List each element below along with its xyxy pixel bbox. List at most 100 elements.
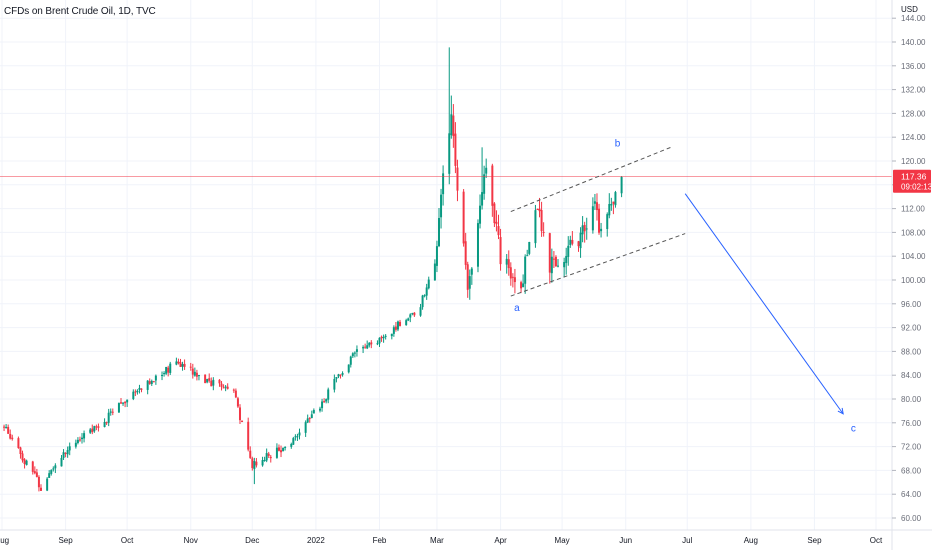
candle-body	[261, 460, 264, 466]
candle-body	[411, 313, 414, 315]
candle-body	[548, 233, 551, 273]
candle-body	[493, 203, 496, 224]
candle-body	[569, 239, 572, 246]
candle-body	[579, 232, 582, 249]
candle-body	[382, 336, 385, 339]
candle-body	[310, 414, 313, 418]
wave-label-b: b	[615, 139, 621, 150]
chart-title: CFDs on Brent Crude Oil, 1D, TVC	[4, 6, 156, 17]
candle-body	[306, 418, 309, 423]
candle-body	[483, 174, 486, 194]
candle-body	[507, 259, 510, 269]
time-tick-label: 2022	[307, 536, 325, 545]
time-tick-label: Apr	[494, 536, 507, 545]
candle-body	[366, 345, 369, 349]
candle-body	[341, 373, 344, 375]
candle-body	[25, 460, 28, 465]
price-tick-label: 128.00	[901, 109, 926, 118]
candle-body	[255, 461, 258, 466]
candle-body	[296, 436, 299, 438]
candle-body	[339, 374, 342, 376]
candle-body	[191, 368, 194, 375]
candle-body	[485, 167, 488, 174]
candle-body	[282, 447, 285, 452]
candle-body	[470, 268, 473, 275]
candle-body	[509, 267, 512, 279]
candle-body	[247, 421, 250, 450]
candle-body	[136, 390, 139, 393]
candle-body	[593, 201, 596, 204]
price-tick-label: 144.00	[901, 14, 926, 23]
candle-body	[565, 255, 568, 264]
candle-body	[21, 453, 24, 461]
candle-body	[66, 450, 69, 455]
price-tick-label: 96.00	[901, 300, 922, 309]
candle-body	[31, 461, 34, 472]
channel-line-upper	[510, 146, 672, 213]
candle-body	[319, 408, 322, 411]
candle-body	[581, 225, 584, 235]
price-tick-label: 112.00	[901, 205, 925, 214]
time-tick-label: Nov	[184, 536, 198, 545]
candle-body	[48, 473, 51, 478]
candle-body	[526, 255, 529, 257]
candle-body	[89, 429, 92, 433]
candle-body	[17, 438, 20, 448]
candle-body	[37, 476, 40, 488]
projection-arrow-head	[837, 407, 844, 415]
candle-body	[140, 388, 143, 390]
candle-body	[442, 173, 445, 195]
candle-body	[169, 363, 172, 373]
candle-body	[132, 391, 135, 400]
candle-body	[423, 295, 426, 297]
candle-body	[405, 320, 408, 326]
candle-body	[3, 426, 6, 428]
candle-body	[399, 321, 402, 326]
candle-body	[122, 402, 125, 404]
candle-body	[161, 374, 164, 377]
candle-body	[35, 472, 38, 477]
last-price-label: 117.36	[901, 172, 927, 182]
candle-body	[222, 387, 225, 389]
candle-body	[571, 239, 574, 244]
candle-body	[427, 279, 430, 289]
price-tick-label: 60.00	[901, 514, 922, 523]
price-tick-label: 72.00	[901, 443, 922, 452]
candle-body	[595, 202, 598, 211]
candle-body	[567, 245, 570, 257]
candle-body	[103, 421, 106, 427]
grid	[0, 0, 892, 530]
candle-body	[577, 241, 580, 247]
channel-line-lower	[510, 233, 686, 297]
candle-body	[95, 426, 98, 428]
candle-body	[81, 437, 84, 440]
candle-body	[294, 436, 297, 438]
candle-body	[60, 457, 63, 467]
candle-body	[466, 264, 469, 290]
candle-body	[292, 438, 295, 445]
candle-body	[263, 459, 266, 461]
candle-body	[425, 287, 428, 296]
candle-body	[556, 265, 559, 267]
candle-body	[124, 401, 127, 404]
candle-body	[208, 378, 211, 381]
candle-body	[552, 258, 555, 260]
candles	[3, 47, 623, 492]
candle-body	[146, 380, 149, 390]
candle-body	[304, 422, 307, 433]
candle-body	[610, 204, 613, 206]
candle-body	[312, 410, 315, 414]
candle-body	[421, 295, 424, 308]
candle-body	[64, 452, 67, 454]
candle-body	[450, 114, 453, 136]
candle-body	[308, 418, 311, 420]
time-tick-label: Oct	[121, 536, 134, 545]
candle-body	[234, 390, 237, 398]
last-price-countdown: 09:02:13	[901, 183, 932, 192]
candle-body	[68, 446, 71, 451]
candle-body	[154, 375, 157, 381]
candle-body	[33, 471, 36, 474]
